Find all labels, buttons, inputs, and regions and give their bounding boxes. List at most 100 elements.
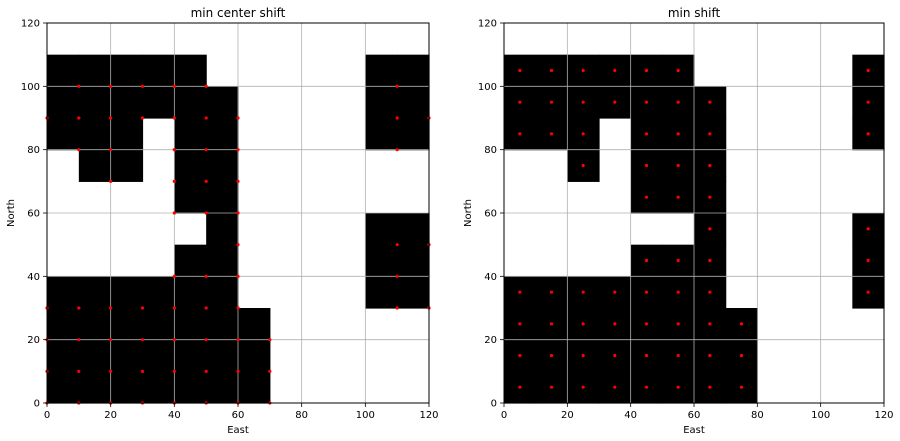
data-point bbox=[581, 353, 585, 358]
x-tick-label: 120 bbox=[874, 410, 893, 421]
data-point bbox=[866, 100, 870, 104]
data-point bbox=[172, 211, 176, 215]
data-point bbox=[172, 84, 176, 88]
data-point bbox=[581, 290, 585, 294]
data-point bbox=[204, 306, 208, 310]
data-point bbox=[613, 100, 617, 104]
data-point bbox=[581, 100, 585, 104]
data-point bbox=[172, 148, 176, 152]
y-tick-label: 20 bbox=[27, 335, 40, 346]
grid-cell bbox=[365, 276, 398, 309]
y-tick-label: 0 bbox=[34, 399, 40, 410]
grid-cell bbox=[174, 244, 207, 277]
y-tick-label: 20 bbox=[484, 335, 497, 346]
data-point bbox=[549, 290, 554, 294]
grid-cell bbox=[206, 371, 239, 404]
data-point bbox=[613, 290, 617, 294]
y-tick-label: 120 bbox=[478, 19, 497, 30]
plot-area: 0 20 40 60 80 100 120 0 20 40 60 80 100 120 bbox=[21, 19, 439, 422]
data-point bbox=[676, 163, 680, 168]
grid-cell bbox=[142, 54, 175, 87]
x-tick-label: 60 bbox=[688, 410, 701, 421]
data-point bbox=[676, 353, 680, 358]
data-point bbox=[708, 100, 712, 104]
data-point bbox=[204, 369, 208, 373]
plot-area: 0 20 40 60 80 100 120 0 20 40 60 80 100 120 bbox=[478, 19, 894, 422]
grid-cell bbox=[174, 118, 207, 151]
data-point bbox=[204, 84, 208, 88]
x-tick-label: 40 bbox=[624, 410, 637, 421]
grid-cell bbox=[78, 371, 112, 404]
data-point bbox=[236, 369, 240, 373]
grid-cell bbox=[78, 276, 112, 309]
grid-cell bbox=[397, 276, 430, 309]
grid-cell bbox=[142, 276, 175, 309]
grid-cell bbox=[78, 308, 112, 341]
grid-cell bbox=[78, 339, 112, 372]
grid-cell bbox=[365, 54, 398, 87]
data-point bbox=[236, 243, 240, 247]
data-point bbox=[140, 338, 145, 342]
data-point bbox=[549, 322, 554, 326]
grid-cell bbox=[47, 54, 80, 87]
y-axis-label: North bbox=[463, 199, 474, 227]
data-point bbox=[708, 132, 712, 136]
data-point bbox=[708, 195, 712, 199]
grid-cell bbox=[142, 86, 175, 119]
data-point bbox=[644, 258, 649, 263]
data-point bbox=[236, 306, 240, 310]
y-tick-label: 100 bbox=[478, 82, 497, 93]
data-point bbox=[77, 369, 81, 373]
data-point bbox=[172, 369, 176, 373]
grid-cell bbox=[47, 339, 80, 372]
data-point bbox=[77, 148, 81, 152]
data-point bbox=[581, 322, 585, 326]
data-point bbox=[644, 100, 649, 104]
data-point bbox=[581, 132, 585, 136]
data-point bbox=[644, 68, 649, 73]
data-point bbox=[236, 116, 240, 120]
grid-cell bbox=[174, 276, 207, 309]
data-point bbox=[172, 338, 176, 342]
grid-cell bbox=[365, 86, 398, 119]
data-point bbox=[236, 179, 240, 183]
data-point bbox=[549, 68, 554, 73]
data-point bbox=[676, 68, 680, 73]
data-point bbox=[236, 338, 240, 342]
data-point bbox=[204, 179, 208, 183]
data-point bbox=[676, 132, 680, 136]
data-point bbox=[140, 116, 145, 120]
data-point bbox=[708, 258, 712, 263]
grid-cell bbox=[238, 308, 271, 341]
grid-cell bbox=[110, 308, 144, 341]
x-axis-label: East bbox=[683, 425, 705, 436]
data-point bbox=[708, 163, 712, 168]
grid-cell bbox=[110, 276, 144, 309]
data-point bbox=[77, 84, 81, 88]
x-tick-label: 100 bbox=[811, 410, 830, 421]
grid-cell bbox=[206, 213, 239, 246]
data-point bbox=[644, 353, 649, 358]
data-point bbox=[268, 369, 272, 373]
data-point bbox=[676, 258, 680, 263]
grid-cell bbox=[206, 86, 239, 119]
x-tick-label: 80 bbox=[295, 410, 308, 421]
grid-cell bbox=[206, 276, 239, 309]
grid-cell bbox=[238, 339, 271, 372]
data-point bbox=[204, 211, 208, 215]
data-point bbox=[644, 322, 649, 326]
grid-cell bbox=[174, 371, 207, 404]
x-tick-label: 100 bbox=[356, 410, 375, 421]
x-axis-label: East bbox=[227, 425, 249, 436]
data-point bbox=[866, 258, 870, 263]
data-point bbox=[518, 100, 522, 104]
y-tick-label: 100 bbox=[21, 82, 40, 93]
data-point bbox=[613, 353, 617, 358]
grid-cell bbox=[206, 339, 239, 372]
grid-cell bbox=[174, 308, 207, 341]
data-point bbox=[109, 306, 113, 310]
grid-cell bbox=[174, 339, 207, 372]
grid-cell bbox=[142, 371, 175, 404]
grid-cell bbox=[397, 213, 430, 246]
grid-cell bbox=[174, 149, 207, 182]
